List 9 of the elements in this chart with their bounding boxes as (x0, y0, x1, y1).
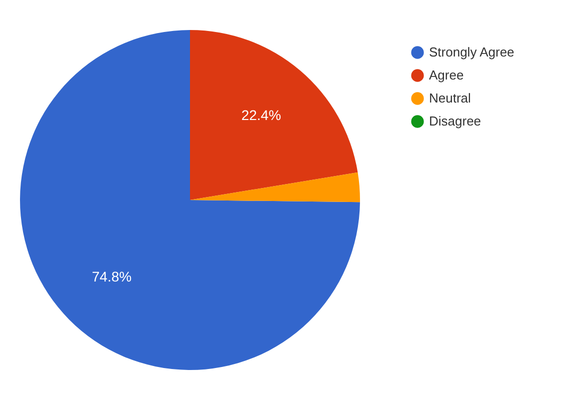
legend-label: Strongly Agree (429, 44, 514, 60)
legend-label: Disagree (429, 114, 482, 128)
data-label: 22.4% (241, 107, 282, 124)
data-label: 74.8% (92, 268, 132, 284)
legend-label: Neutral (429, 90, 472, 106)
pie-slice (190, 30, 358, 200)
pie-slice (190, 172, 360, 202)
pie-slice (20, 30, 360, 370)
legend-label: Agree (429, 68, 464, 82)
